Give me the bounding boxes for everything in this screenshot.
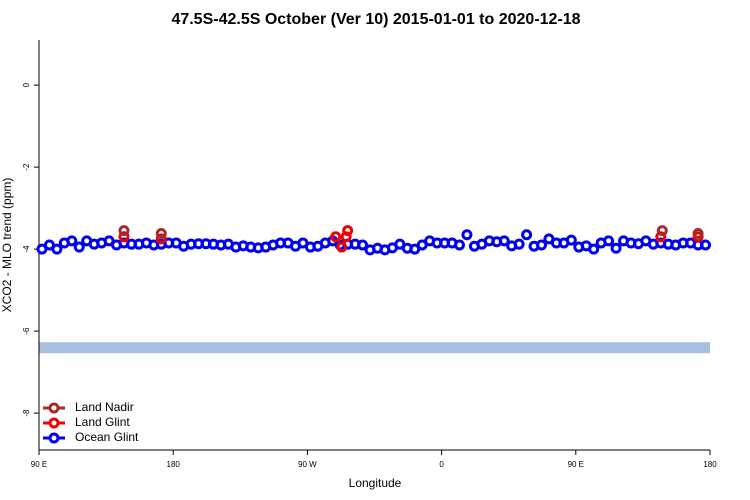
x-tick-label: 180 bbox=[703, 460, 717, 469]
legend-marker bbox=[48, 417, 60, 429]
point bbox=[155, 233, 167, 245]
point bbox=[603, 235, 615, 247]
y-tick-label: 0 bbox=[22, 82, 31, 87]
x-axis-label: Longitude bbox=[349, 476, 402, 490]
point bbox=[336, 241, 348, 253]
y-tick-label: -6 bbox=[22, 327, 31, 335]
point bbox=[498, 235, 510, 247]
x-tick-label: 180 bbox=[167, 460, 181, 469]
legend-label: Ocean Glint bbox=[75, 430, 139, 444]
point bbox=[73, 241, 85, 253]
point bbox=[656, 225, 668, 237]
point bbox=[610, 242, 622, 254]
x-tick-label: 90 W bbox=[298, 460, 317, 469]
point bbox=[513, 238, 525, 250]
point bbox=[118, 225, 130, 237]
point bbox=[66, 235, 78, 247]
x-tick-label: 0 bbox=[439, 460, 444, 469]
legend-marker bbox=[48, 402, 60, 414]
point bbox=[700, 239, 712, 251]
legend-label: Land Glint bbox=[75, 415, 130, 429]
point bbox=[655, 231, 667, 243]
point bbox=[536, 239, 548, 251]
point bbox=[588, 243, 600, 255]
point bbox=[453, 239, 465, 251]
point bbox=[565, 234, 577, 246]
x-tick-label: 90 E bbox=[568, 460, 584, 469]
point bbox=[51, 243, 63, 255]
y-axis-label: XCO2 - MLO trend (ppm) bbox=[0, 178, 14, 313]
point bbox=[357, 239, 369, 251]
legend-marker bbox=[48, 432, 60, 444]
point bbox=[330, 231, 342, 243]
point bbox=[340, 231, 352, 243]
x-tick-label: 90 E bbox=[31, 460, 47, 469]
legend-label: Land Nadir bbox=[75, 400, 134, 414]
point bbox=[155, 228, 167, 240]
point bbox=[692, 228, 704, 240]
y-tick-label: -8 bbox=[22, 409, 31, 417]
point bbox=[521, 229, 533, 241]
point bbox=[461, 229, 473, 241]
point bbox=[118, 231, 130, 243]
chart-title: 47.5S-42.5S October (Ver 10) 2015-01-01 … bbox=[171, 11, 580, 28]
band bbox=[39, 342, 710, 354]
y-tick-label: -4 bbox=[22, 245, 31, 253]
y-tick-label: -2 bbox=[22, 163, 31, 171]
point bbox=[342, 225, 354, 237]
